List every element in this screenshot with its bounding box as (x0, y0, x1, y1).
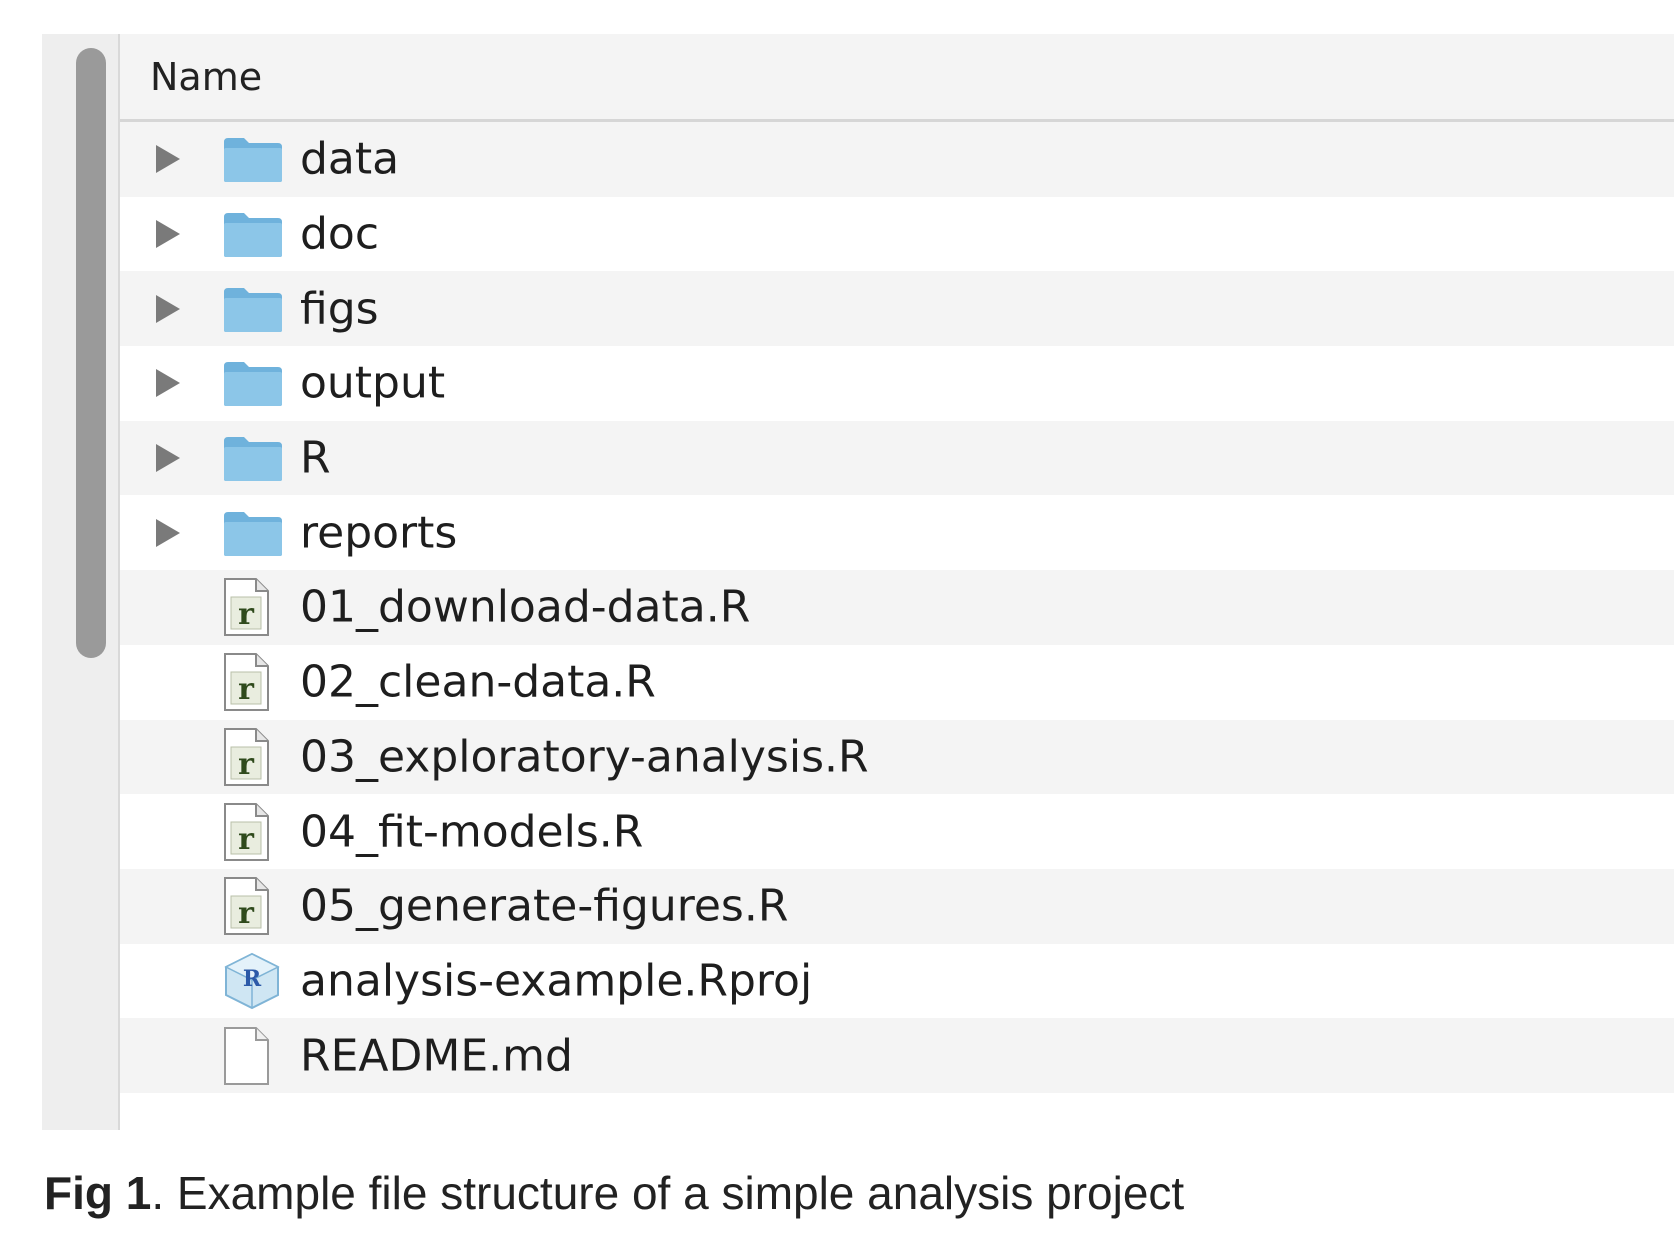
file-name-label: doc (300, 208, 380, 260)
file-row[interactable]: r 03_exploratory-analysis.R (120, 719, 1674, 795)
file-name-label: 03_exploratory-analysis.R (300, 731, 869, 783)
r-file-icon: r (222, 577, 272, 637)
file-name-label: data (300, 133, 400, 185)
caption-text: . Example file structure of a simple ana… (151, 1167, 1185, 1219)
file-name-label: 01_download-data.R (300, 581, 751, 633)
svg-text:R: R (243, 966, 262, 992)
file-name-label: figs (300, 283, 379, 335)
file-row[interactable]: r 01_download-data.R (120, 570, 1674, 645)
folder-icon (222, 508, 284, 558)
folder-icon (222, 284, 284, 334)
svg-text:r: r (238, 896, 255, 931)
folder-icon (222, 358, 284, 408)
disclosure-triangle-icon[interactable] (156, 518, 180, 547)
folder-row[interactable]: R (120, 420, 1674, 496)
disclosure-triangle-icon[interactable] (156, 220, 180, 249)
r-file-icon: r (222, 876, 272, 936)
disclosure-triangle-icon[interactable] (156, 369, 180, 398)
disclosure-triangle-icon[interactable] (156, 294, 180, 323)
folder-row[interactable]: figs (120, 271, 1674, 347)
caption-label: Fig 1 (44, 1167, 152, 1219)
svg-text:r: r (238, 747, 255, 782)
rproj-icon: R (222, 952, 282, 1010)
scrollbar-thumb[interactable] (76, 48, 106, 658)
document-icon (222, 1026, 272, 1086)
svg-text:r: r (238, 672, 255, 707)
folder-icon (222, 433, 284, 483)
folder-row[interactable]: doc (120, 197, 1674, 272)
file-row[interactable]: r 05_generate-figures.R (120, 868, 1674, 944)
figure-caption: Fig 1. Example file structure of a simpl… (44, 1166, 1184, 1220)
r-file-icon: r (222, 802, 272, 862)
file-name-label: README.md (300, 1030, 573, 1082)
file-row[interactable]: r 04_fit-models.R (120, 794, 1674, 869)
file-name-label: reports (300, 507, 458, 559)
svg-text:r: r (238, 822, 255, 857)
file-row[interactable]: r 02_clean-data.R (120, 645, 1674, 720)
folder-row[interactable]: output (120, 346, 1674, 421)
file-name-label: 02_clean-data.R (300, 656, 656, 708)
disclosure-triangle-icon[interactable] (156, 444, 180, 473)
r-file-icon: r (222, 727, 272, 787)
file-name-label: analysis-example.Rproj (300, 955, 813, 1007)
file-name-label: R (300, 432, 331, 484)
file-name-label: 05_generate-figures.R (300, 880, 789, 932)
folder-row[interactable]: reports (120, 495, 1674, 570)
svg-text:r: r (238, 597, 255, 632)
file-row[interactable]: README.md (120, 1018, 1674, 1093)
folder-row[interactable]: data (120, 122, 1674, 197)
folder-icon (222, 209, 284, 259)
scrollbar-track[interactable] (42, 34, 120, 1130)
disclosure-triangle-icon[interactable] (156, 145, 180, 174)
file-name-label: output (300, 357, 446, 409)
file-name-label: 04_fit-models.R (300, 806, 644, 858)
folder-icon (222, 134, 284, 184)
r-file-icon: r (222, 652, 272, 712)
column-header-label: Name (150, 54, 263, 99)
column-header-name[interactable]: Name (120, 34, 1674, 122)
